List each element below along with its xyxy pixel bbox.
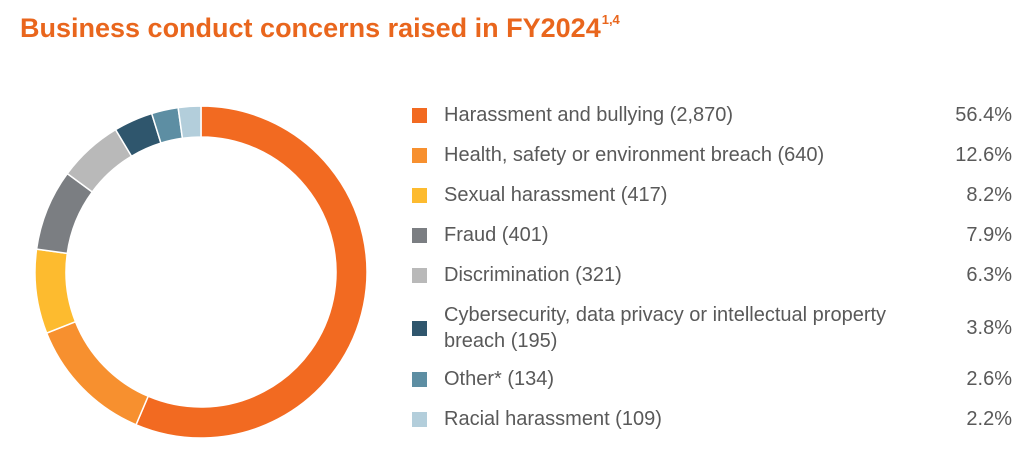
title-footnote-marker: 1,4 [601,12,620,27]
legend-swatch [412,267,427,283]
legend-swatch [412,147,427,163]
donut-slice-2 [34,248,77,335]
legend-item: Fraud (401) 7.9% [412,222,1012,248]
legend-label: Fraud (401) [444,224,549,246]
legend-percent: 8.2% [966,183,1012,206]
legend-item: Racial harassment (109) 2.2% [412,406,1012,432]
legend-label: Sexual harassment (417) [444,184,668,206]
legend-percent: 2.6% [966,367,1012,390]
legend-label: Cybersecurity, data privacy or intellect… [444,304,887,352]
legend-swatch [412,411,427,427]
legend-percent: 12.6% [955,143,1012,166]
legend-percent: 3.8% [966,316,1012,339]
donut-slice-1 [45,320,150,426]
legend-label: Health, safety or environment breach (64… [444,144,825,166]
legend-swatch [412,227,427,243]
legend-item: Harassment and bullying (2,870) 56.4% [412,102,1012,128]
legend-item: Cybersecurity, data privacy or intellect… [412,302,1012,354]
chart-legend: Harassment and bullying (2,870) 56.4% Heal… [412,102,1012,432]
donut-slice-0 [135,105,368,439]
legend-item: Other* (134) 2.6% [412,366,1012,392]
legend-label: Harassment and bullying (2,870) [444,104,734,126]
legend-swatch [412,371,427,387]
legend-percent: 2.2% [966,407,1012,430]
legend-percent: 7.9% [966,223,1012,246]
legend-label: Discrimination (321) [444,264,622,286]
legend-item: Discrimination (321) 6.3% [412,262,1012,288]
legend-swatch [412,107,427,123]
donut-slice-7 [177,105,202,140]
legend-item: Sexual harassment (417) 8.2% [412,182,1012,208]
donut-chart [34,105,368,439]
legend-percent: 56.4% [955,103,1012,126]
legend-label: Racial harassment (109) [444,408,662,430]
legend-percent: 6.3% [966,263,1012,286]
legend-swatch [412,320,427,336]
chart-title-text: Business conduct concerns raised in FY20… [20,13,601,43]
legend-swatch [412,187,427,203]
chart-title: Business conduct concerns raised in FY20… [20,12,620,44]
legend-item: Health, safety or environment breach (64… [412,142,1012,168]
legend-label: Other* (134) [444,368,555,390]
